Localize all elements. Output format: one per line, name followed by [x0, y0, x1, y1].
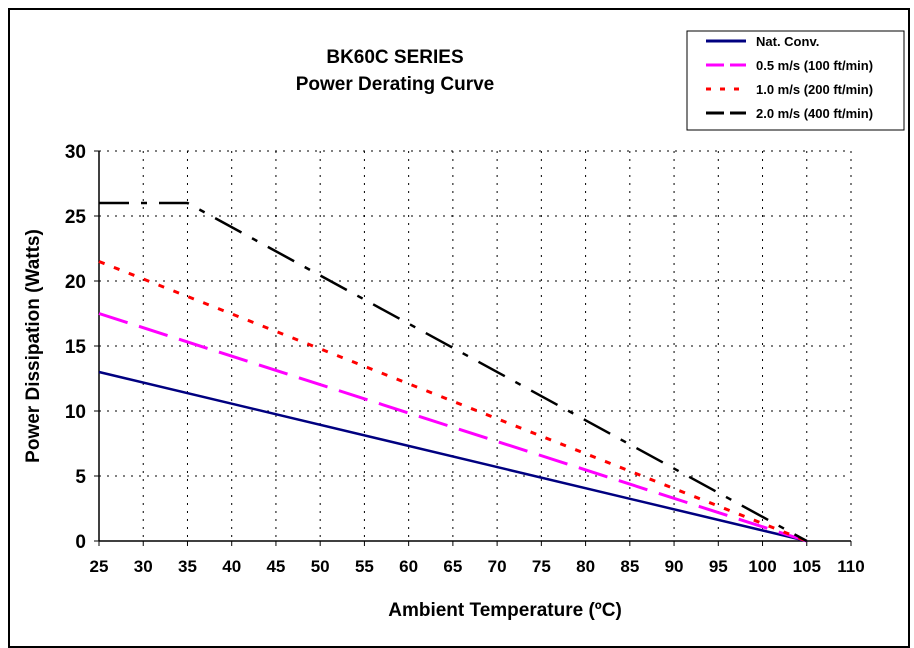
x-tick-label: 95 [709, 557, 728, 576]
legend-label-2: 0.5 m/s (100 ft/min) [756, 58, 873, 73]
x-tick-label: 35 [178, 557, 197, 576]
derating-chart: 25 30 35 40 45 50 55 60 65 70 75 80 85 90 95 100 105 1100… [23, 30, 905, 621]
x-tick-label: 80 [576, 557, 595, 576]
x-tick-label: 45 [266, 557, 285, 576]
y-tick-label: 25 [65, 207, 87, 228]
y-axis-label: Power Dissipation (Watts) [23, 229, 44, 463]
chart-subtitle: Power Derating Curve [296, 74, 495, 95]
chart-frame: 25 30 35 40 45 50 55 60 65 70 75 80 85 90 95 100 105 110 0… [8, 8, 910, 648]
series-line-2 [98, 312, 808, 543]
x-tick-label: 60 [399, 557, 418, 576]
x-tick-label: 40 [222, 557, 241, 576]
x-tick-label: 30 [134, 557, 153, 576]
y-tick-label: 5 [75, 467, 86, 488]
y-tick-label: 30 [65, 142, 86, 163]
chart-title: BK60C SERIES [326, 47, 463, 68]
x-tick-label: 25 [90, 557, 109, 576]
series-line-1 [98, 370, 808, 543]
x-tick-label: 110 [837, 557, 864, 576]
x-tick-label: 105 [793, 557, 821, 576]
y-tick-label: 20 [65, 272, 86, 293]
y-tick-label: 10 [65, 402, 86, 423]
y-tick-label: 0 [75, 532, 86, 553]
x-tick-label: 55 [355, 557, 374, 576]
x-tick-label: 65 [443, 557, 462, 576]
x-axis-label: Ambient Temperature (ºC) [388, 600, 622, 621]
legend-label-3: 1.0 m/s (200 ft/min) [756, 82, 873, 97]
series-layer [98, 201, 808, 543]
legend-label-1: Nat. Conv. [756, 34, 819, 49]
x-tick-label: 90 [665, 557, 684, 576]
x-tick-label: 50 [311, 557, 330, 576]
y-tick-label: 15 [65, 337, 87, 358]
grid-layer [99, 150, 852, 541]
x-tick-label: 85 [620, 557, 639, 576]
legend-label-4: 2.0 m/s (400 ft/min) [756, 106, 873, 121]
axes-layer [94, 150, 852, 546]
x-tick-label: 75 [532, 557, 551, 576]
x-tick-label: 70 [488, 557, 507, 576]
x-tick-label: 100 [748, 557, 776, 576]
tick-label-layer: 25 30 35 40 45 50 55 60 65 70 75 80 85 90 95 100 105 1100… [65, 142, 865, 576]
series-line-4 [99, 201, 808, 543]
legend: Nat. Conv. 0.5 m/s (100 ft/min) 1.0 m/s (2… [686, 30, 905, 131]
